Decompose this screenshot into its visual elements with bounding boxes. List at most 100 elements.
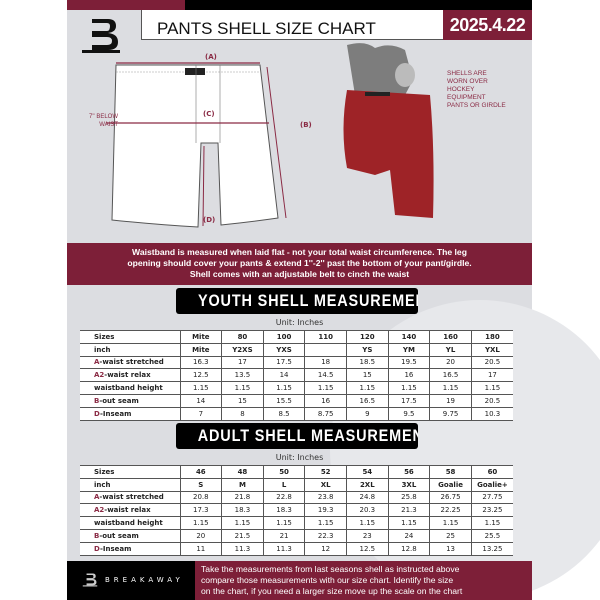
table-cell: 19 bbox=[429, 394, 472, 408]
table-cell: 7 bbox=[179, 407, 222, 421]
table-cell: 12 bbox=[304, 542, 347, 556]
table-cell: 14 bbox=[179, 394, 222, 408]
adult-unit: Unit: Inches bbox=[275, 453, 324, 462]
row-label-text: -Inseam bbox=[99, 409, 132, 418]
row-label: A2-waist relax bbox=[80, 503, 180, 518]
table-cell: 120 bbox=[346, 330, 389, 344]
row-label: waistband height bbox=[80, 516, 180, 530]
table-cell: XL bbox=[304, 478, 347, 492]
table-cell: 20.5 bbox=[470, 394, 513, 408]
row-label-text: Sizes bbox=[94, 467, 115, 476]
row-label-text: -out seam bbox=[99, 396, 139, 405]
table-cell: 1.15 bbox=[346, 516, 389, 530]
table-cell: 23.8 bbox=[304, 491, 347, 505]
table-cell: L bbox=[262, 478, 305, 492]
row-label: inch bbox=[80, 478, 180, 492]
table-cell: 54 bbox=[346, 465, 389, 479]
table-cell: 14.5 bbox=[304, 368, 347, 383]
page-title: PANTS SHELL SIZE CHART bbox=[141, 10, 443, 40]
youth-unit: Unit: Inches bbox=[275, 318, 324, 327]
row-label: Sizes bbox=[80, 330, 180, 344]
table-row: Sizes Mite 80 100 110 120 140 160 180 bbox=[80, 330, 513, 344]
table-cell: 9 bbox=[346, 407, 389, 421]
table-cell: 16 bbox=[304, 394, 347, 408]
table-cell: 80 bbox=[221, 330, 264, 344]
table-cell: 11 bbox=[179, 542, 222, 556]
table-cell: 46 bbox=[179, 465, 222, 479]
table-cell: 1.15 bbox=[262, 516, 305, 530]
table-cell: 26.75 bbox=[429, 491, 472, 505]
table-cell: 17.3 bbox=[179, 503, 222, 518]
table-cell: 18 bbox=[304, 356, 347, 370]
table-cell: 16.3 bbox=[179, 356, 222, 370]
date-badge: 2025.4.22 bbox=[443, 10, 532, 40]
table-cell: S bbox=[179, 478, 222, 492]
footer-instructions: Take the measurements from last seasons … bbox=[195, 561, 532, 600]
pants-diagram bbox=[106, 62, 287, 228]
measure-letter: A bbox=[94, 358, 100, 367]
table-cell: 1.15 bbox=[470, 516, 513, 530]
table-cell: 8.75 bbox=[304, 407, 347, 421]
table-cell: YXS bbox=[262, 343, 305, 357]
row-label-text: Sizes bbox=[94, 332, 115, 341]
table-row: waistband height 1.15 1.15 1.15 1.15 1.15 1.15… bbox=[80, 381, 513, 395]
table-row: inch S M L XL 2XL 3XL Goalie Goalie+ bbox=[80, 478, 513, 492]
table-cell: 22.3 bbox=[304, 529, 347, 543]
table-cell: 19.3 bbox=[304, 503, 347, 518]
table-cell: 1.15 bbox=[221, 381, 264, 395]
table-cell: 23.25 bbox=[470, 503, 513, 518]
row-label-text: -waist stretched bbox=[99, 358, 164, 367]
label-d: (D) bbox=[203, 216, 216, 224]
table-cell: 18.3 bbox=[221, 503, 264, 518]
table-cell: 2XL bbox=[346, 478, 389, 492]
row-label-text: inch bbox=[94, 480, 111, 489]
table-cell: 52 bbox=[304, 465, 347, 479]
table-cell: 23 bbox=[346, 529, 389, 543]
table-row: Sizes 46 48 50 52 54 56 58 60 bbox=[80, 465, 513, 479]
adult-title-box: ADULT SHELL MEASUREMENTS bbox=[176, 423, 418, 449]
table-cell: 20.3 bbox=[346, 503, 389, 518]
footer-line: compare those measurements with our size… bbox=[201, 575, 454, 585]
footer-brand-area bbox=[67, 561, 195, 600]
table-cell: 20.8 bbox=[179, 491, 222, 505]
table-cell: 11.3 bbox=[221, 542, 264, 556]
youth-table: Sizes Mite 80 100 110 120 140 160 180 inch Mite Y2X… bbox=[80, 330, 513, 421]
pants-photo bbox=[343, 43, 434, 218]
table-cell: 27.75 bbox=[470, 491, 513, 505]
table-cell: 10.3 bbox=[470, 407, 513, 421]
table-cell: 20.5 bbox=[470, 356, 513, 370]
footer-brand: BREAKAWAY bbox=[105, 576, 184, 584]
table-cell: 25.5 bbox=[470, 529, 513, 543]
below-waist-note: 7'' BELOW WAIST bbox=[89, 114, 118, 128]
table-cell: 16.5 bbox=[429, 368, 472, 383]
table-cell: 1.15 bbox=[429, 516, 472, 530]
table-cell: 20 bbox=[179, 529, 222, 543]
table-cell: 13 bbox=[429, 542, 472, 556]
table-cell: 14 bbox=[262, 368, 305, 383]
measure-letter: A2 bbox=[94, 506, 105, 515]
table-cell: 12.5 bbox=[346, 542, 389, 556]
table-cell: 15 bbox=[346, 368, 389, 383]
table-cell: 1.15 bbox=[304, 516, 347, 530]
row-label-text: -out seam bbox=[99, 531, 139, 540]
table-cell: 1.15 bbox=[221, 516, 264, 530]
row-label: D-Inseam bbox=[80, 407, 180, 421]
table-cell: 17 bbox=[221, 356, 264, 370]
table-row: A-waist stretched 20.8 21.8 22.8 23.8 24.8 25.… bbox=[80, 491, 513, 505]
table-cell: 50 bbox=[262, 465, 305, 479]
table-cell: 24.8 bbox=[346, 491, 389, 505]
adult-title: ADULT SHELL MEASUREMENTS bbox=[197, 426, 418, 445]
table-cell: 1.15 bbox=[387, 381, 430, 395]
table-cell: 21 bbox=[262, 529, 305, 543]
table-cell: 110 bbox=[304, 330, 347, 344]
table-cell: 25.8 bbox=[387, 491, 430, 505]
table-cell: 8.5 bbox=[262, 407, 305, 421]
table-cell: 180 bbox=[470, 330, 513, 344]
table-cell: 1.15 bbox=[470, 381, 513, 395]
adult-table: Sizes 46 48 50 52 54 56 58 60 inch S M L XL 2XL 3XL Goal… bbox=[80, 465, 513, 556]
footer-logo-icon bbox=[82, 573, 98, 587]
row-label: A2-waist relax bbox=[80, 368, 180, 383]
table-cell: 17.5 bbox=[262, 356, 305, 370]
table-cell: 12.8 bbox=[387, 542, 430, 556]
table-cell: Mite bbox=[179, 330, 222, 344]
